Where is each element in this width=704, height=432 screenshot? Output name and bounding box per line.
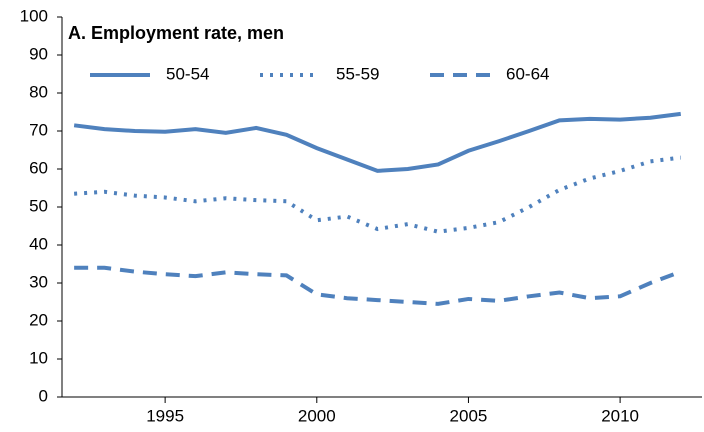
x-tick-label: 1995: [146, 406, 184, 425]
y-tick-label: 20: [29, 310, 48, 329]
legend-label: 50-54: [166, 64, 209, 83]
series-line: [74, 155, 682, 234]
series-line: [74, 265, 682, 306]
legend-label: 55-59: [336, 64, 379, 83]
chart-title: A. Employment rate, men: [68, 23, 284, 43]
x-tick-label: 2005: [450, 406, 488, 425]
y-tick-label: 90: [29, 44, 48, 63]
y-tick-label: 100: [20, 6, 48, 25]
y-tick-label: 50: [29, 196, 48, 215]
y-tick-label: 0: [39, 386, 48, 405]
y-tick-label: 60: [29, 158, 48, 177]
y-tick-label: 40: [29, 234, 48, 253]
legend-label: 60-64: [506, 64, 549, 83]
y-tick-label: 70: [29, 120, 48, 139]
x-tick-label: 2010: [601, 406, 639, 425]
y-tick-label: 10: [29, 348, 48, 367]
y-tick-label: 80: [29, 82, 48, 101]
x-tick-label: 2000: [298, 406, 336, 425]
series-line: [73, 111, 682, 173]
y-tick-label: 30: [29, 272, 48, 291]
